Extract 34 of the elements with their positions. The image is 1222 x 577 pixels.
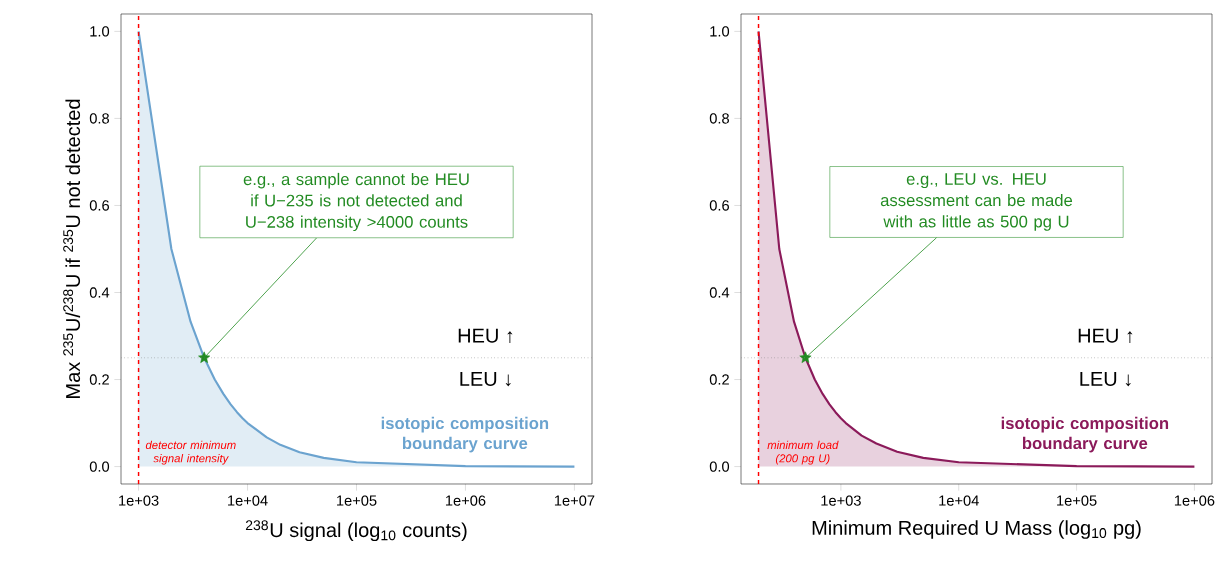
series-label: isotopic composition boundary curve [381,416,549,453]
y-tick-label: 0.2 [89,374,109,385]
y-tick-label: 0.2 [709,374,729,385]
annotation: e.g., LEU vs. HEU assessment can be made with as little as 500 pg U [880,173,1073,231]
x-tick-label: 1e+04 [228,495,268,506]
x-tick-label: 1e+07 [554,495,595,506]
y-tick-label: 0.6 [709,200,729,211]
annotation: LEU ↓ [460,372,511,387]
x-tick-label: 1e+05 [337,495,377,506]
x-tick-label: 1e+03 [821,495,861,506]
ref-line-label: detector minimum signal intensity [145,440,236,465]
y-tick-label: 0.8 [89,113,110,124]
annotation: HEU ↑ [458,328,513,344]
y-tick-label: 0.6 [89,200,110,211]
y-axis-title: Max $^{235}$U/$^{238}$U if $^{235}$U not detected [63,99,81,398]
series-label: isotopic composition boundary curve [1001,416,1169,453]
annotation: e.g., a sample cannot be HEU if U−235 is not detected and U−238 intensity >4000 counts [243,172,469,232]
x-tick-label: 1e+06 [445,495,486,506]
x-tick-label: 1e+06 [1174,495,1215,506]
y-tick-label: 0.4 [89,287,110,298]
x-tick-label: 1e+04 [939,495,979,506]
y-tick-label: 0.8 [709,113,729,124]
x-tick-label: 1e+03 [119,495,159,506]
y-tick-label: 0.0 [709,461,730,472]
x-tick-label: 1e+05 [1057,495,1097,506]
annotation: HEU ↑ [1078,328,1133,344]
y-tick-label: 1.0 [710,26,730,37]
annotation: LEU ↓ [1080,372,1131,387]
y-tick-label: 0.4 [709,287,730,298]
ref-line-label: minimum load (200 pg U) [767,440,839,465]
y-tick-label: 1.0 [90,26,110,37]
x-axis-title: $^{238}$U signal (log$_{10}$ counts) [245,520,467,542]
x-axis-title: Minimum Required U Mass (log$_{10}$ pg) [812,520,1141,539]
y-tick-label: 0.0 [89,461,110,472]
